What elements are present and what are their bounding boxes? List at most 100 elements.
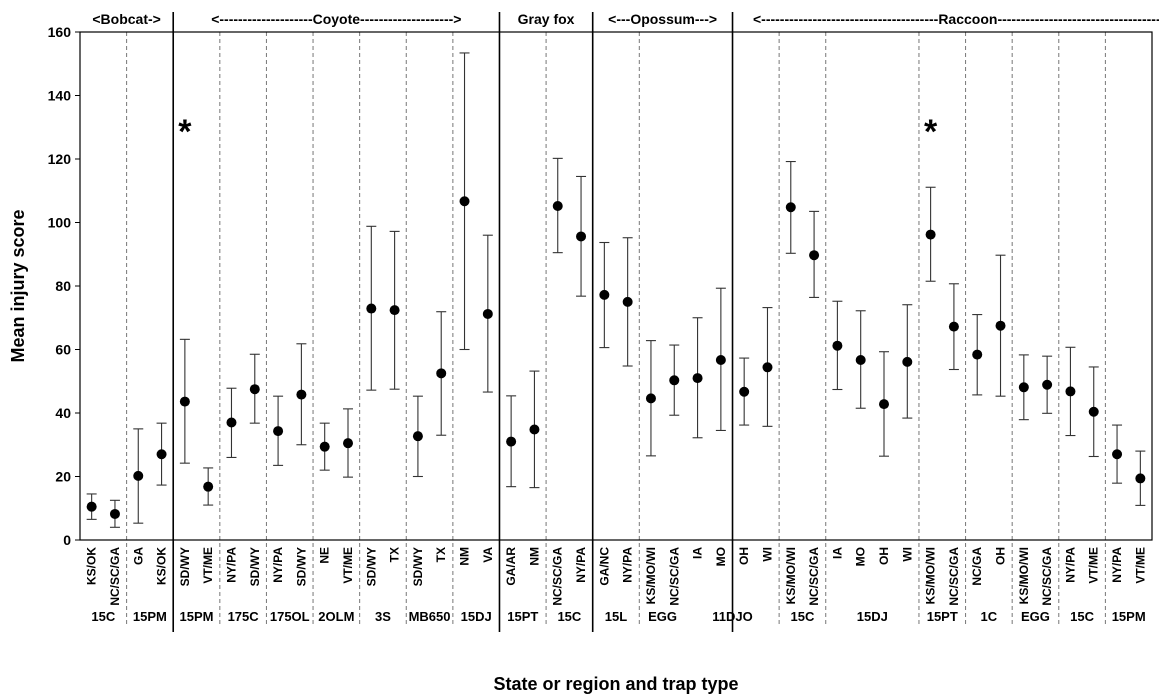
data-point [1135, 473, 1146, 484]
x-tick-label: NY/PA [1110, 547, 1124, 583]
x-tick-label: TX [388, 547, 402, 562]
x-axis-label: State or region and trap type [493, 674, 738, 694]
x-tick-label: NC/SC/GA [1040, 547, 1054, 606]
x-tick-label: NY/PA [1063, 547, 1077, 583]
trap-group-label: 15L [605, 609, 627, 624]
data-point [762, 362, 773, 373]
data-point [879, 399, 889, 410]
x-tick-label: VT/ME [1133, 547, 1147, 584]
data-point [692, 373, 703, 384]
x-tick-label: MO [854, 547, 868, 566]
data-point [273, 426, 284, 437]
x-tick-label: NC/SC/GA [108, 547, 122, 606]
x-tick-label: NC/SC/GA [807, 547, 821, 606]
species-label: <--------------------Coyote-------------… [211, 11, 461, 27]
data-point [133, 470, 144, 481]
x-tick-label: SD/WY [364, 547, 378, 586]
x-tick-label: SD/WY [248, 547, 262, 586]
data-point [319, 441, 330, 452]
data-point [645, 393, 656, 404]
data-point [389, 305, 400, 316]
x-tick-label: WI [900, 547, 914, 562]
data-point [832, 340, 843, 351]
trap-group-label: 15DJ [461, 609, 492, 624]
x-tick-label: TX [434, 547, 448, 562]
data-point [412, 431, 423, 442]
data-point [552, 200, 563, 211]
data-point [972, 349, 983, 360]
data-point [249, 384, 260, 395]
y-tick-label: 80 [55, 278, 71, 294]
y-tick-label: 60 [55, 342, 71, 358]
data-point [995, 320, 1006, 331]
data-point [459, 196, 470, 207]
x-tick-label: NC/SC/GA [551, 547, 565, 606]
data-point [366, 303, 377, 314]
y-tick-label: 160 [48, 24, 72, 40]
data-point [715, 354, 726, 365]
y-tick-label: 0 [63, 532, 71, 548]
data-point [226, 417, 237, 428]
x-tick-label: GA/AR [504, 547, 518, 586]
trap-group-label: 1C [981, 609, 998, 624]
x-tick-label: NM [527, 547, 541, 566]
trap-group-label: 15PM [133, 609, 167, 624]
data-point [809, 250, 820, 261]
x-tick-label: NM [458, 547, 472, 566]
data-point [529, 424, 540, 435]
trap-group-label: 15PM [180, 609, 214, 624]
x-tick-label: GA/NC [597, 547, 611, 586]
y-axis-label: Mean injury score [8, 209, 28, 362]
x-tick-label: OH [877, 547, 891, 565]
x-tick-label: OH [994, 547, 1008, 565]
trap-group-label: 15C [91, 609, 115, 624]
data-point [855, 354, 866, 365]
x-tick-label: NY/PA [621, 547, 635, 583]
trap-group-label: 2OLM [318, 609, 354, 624]
trap-group-label: 15PT [507, 609, 538, 624]
x-tick-label: KS/MO/WI [1017, 547, 1031, 604]
x-tick-label: GA [131, 547, 145, 565]
species-label: Gray fox [518, 11, 575, 27]
trap-group-label: 15C [1070, 609, 1094, 624]
x-tick-label: MO [714, 547, 728, 566]
y-tick-label: 140 [48, 88, 72, 104]
data-point [622, 296, 633, 307]
data-point [179, 396, 190, 407]
x-tick-label: NY/PA [574, 547, 588, 583]
x-tick-label: NC/SC/GA [947, 547, 961, 606]
x-tick-label: NC/SC/GA [667, 547, 681, 606]
x-tick-label: SD/WY [294, 547, 308, 586]
trap-group-label: 175OL [270, 609, 310, 624]
data-point [203, 481, 214, 492]
data-point [902, 356, 913, 367]
y-tick-label: 120 [48, 151, 72, 167]
species-label: <---Opossum---> [608, 11, 717, 27]
data-point [436, 368, 447, 379]
data-point [599, 289, 610, 300]
trap-group-label: 175C [228, 609, 260, 624]
x-tick-label: KS/MO/WI [784, 547, 798, 604]
data-point [506, 436, 517, 447]
x-tick-label: WI [760, 547, 774, 562]
data-point [576, 231, 587, 242]
x-tick-label: IA [830, 547, 844, 559]
species-label: <Bobcat-> [92, 11, 160, 27]
trap-group-label: 15C [791, 609, 815, 624]
x-tick-label: IA [691, 547, 705, 559]
x-tick-label: VT/ME [201, 547, 215, 584]
data-point [109, 508, 120, 519]
data-point [1042, 379, 1053, 390]
data-point [739, 386, 750, 397]
y-tick-label: 40 [55, 405, 71, 421]
trap-group-label: 3S [375, 609, 391, 624]
x-tick-label: KS/MO/WI [924, 547, 938, 604]
x-tick-label: KS/MO/WI [644, 547, 658, 604]
x-tick-label: NC/GA [970, 547, 984, 586]
trap-group-label: 15DJ [857, 609, 888, 624]
trap-group-label: 15PM [1112, 609, 1146, 624]
x-tick-label: SD/WY [178, 547, 192, 586]
data-point [86, 501, 97, 512]
x-tick-label: KS/OK [155, 547, 169, 585]
trap-group-label: 11DJO [712, 609, 752, 624]
